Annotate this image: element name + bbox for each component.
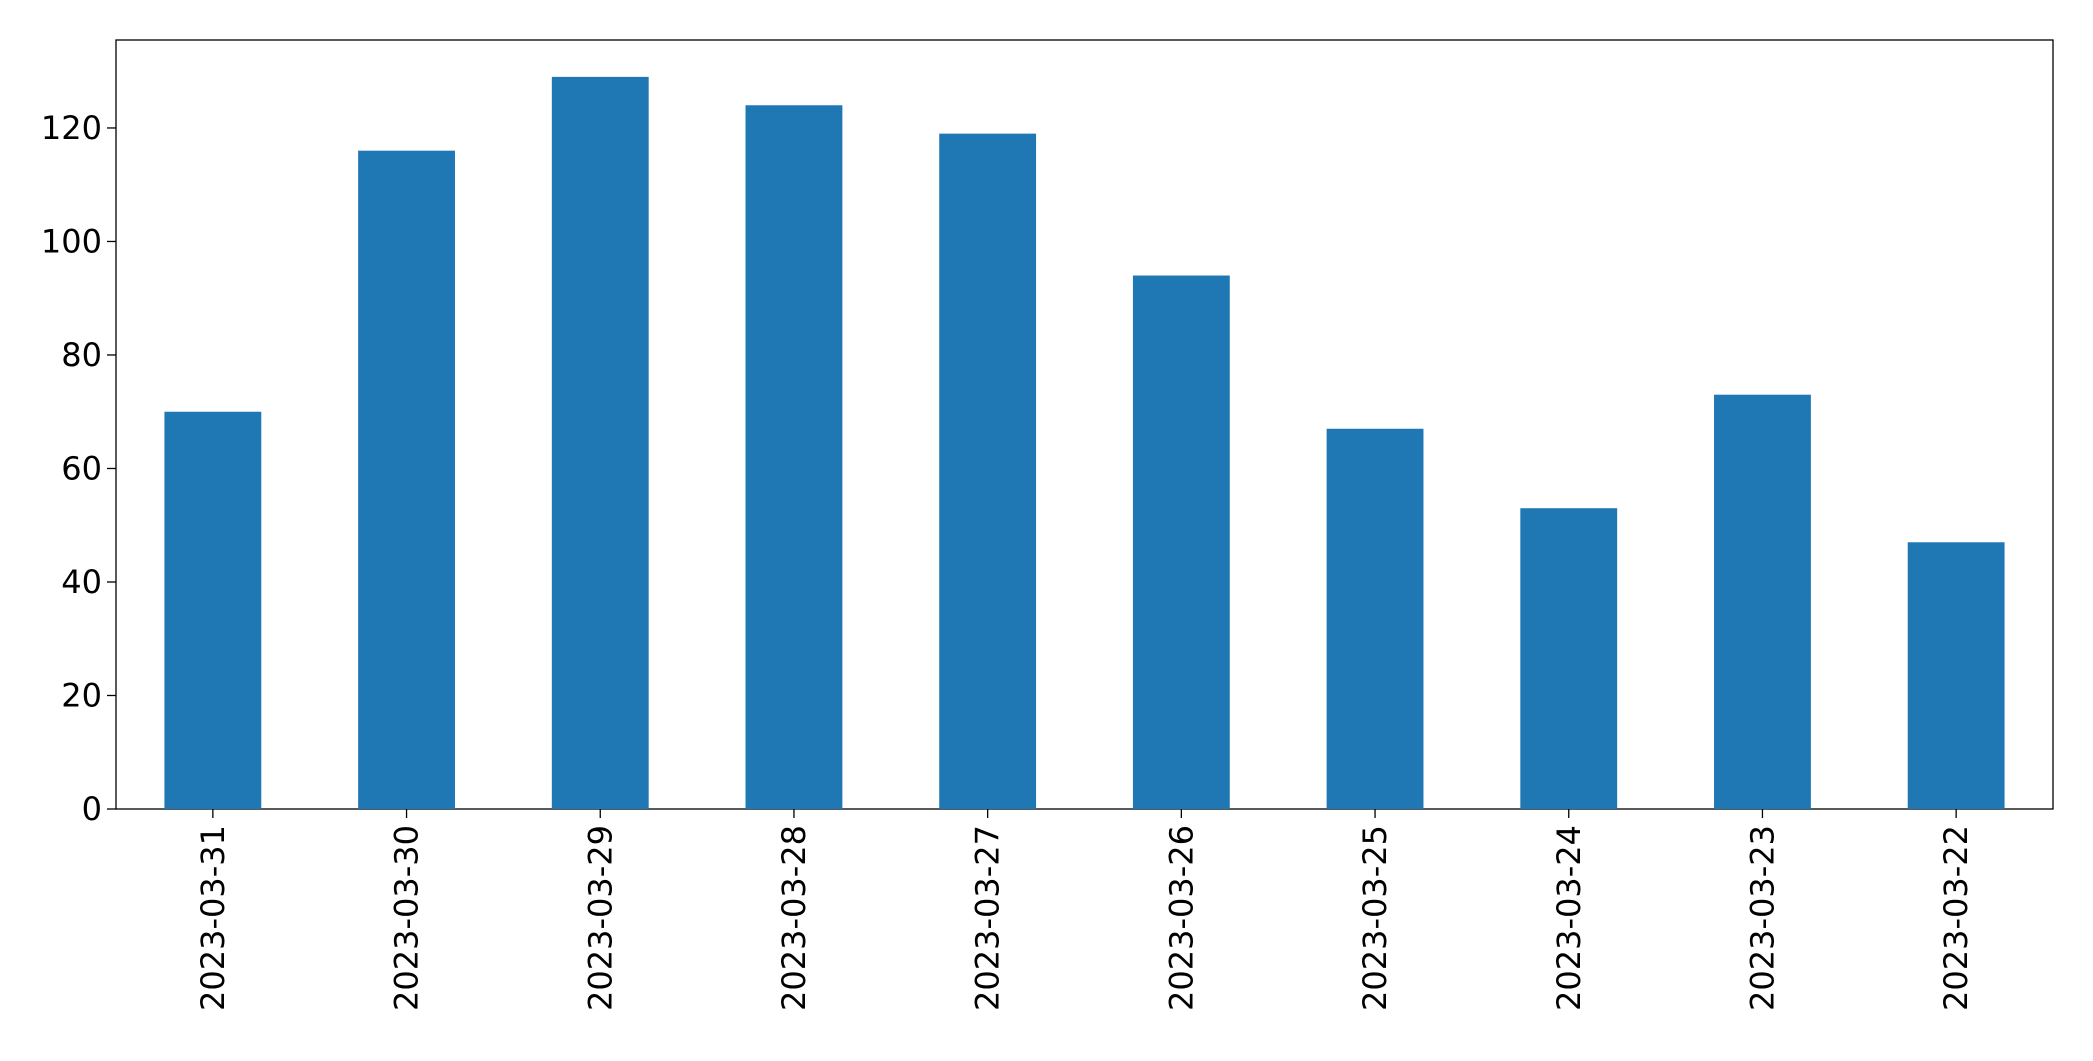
bar xyxy=(939,133,1037,809)
y-tick-label: 60 xyxy=(61,449,102,487)
y-tick-label: 40 xyxy=(61,563,102,601)
x-tick-label: 2023-03-28 xyxy=(775,825,813,1011)
y-tick-label: 100 xyxy=(41,222,102,260)
plot-frame xyxy=(115,39,2054,810)
bar xyxy=(1714,394,1811,809)
bar xyxy=(551,76,649,810)
y-tick-label: 80 xyxy=(61,336,102,374)
x-tick-label: 2023-03-31 xyxy=(194,825,232,1011)
bar xyxy=(1907,542,2005,809)
x-tick-label: 2023-03-24 xyxy=(1550,825,1588,1011)
x-tick-label: 2023-03-23 xyxy=(1743,825,1781,1011)
y-tick-label: 120 xyxy=(41,109,102,147)
bar xyxy=(1326,428,1424,809)
bar xyxy=(745,105,843,809)
y-tick-label: 20 xyxy=(61,676,102,714)
x-tick-label: 2023-03-30 xyxy=(388,825,426,1011)
bar xyxy=(1520,508,1618,809)
bar xyxy=(164,411,262,809)
bar xyxy=(1132,275,1230,809)
x-tick-label: 2023-03-26 xyxy=(1162,825,1200,1011)
x-tick-label: 2023-03-29 xyxy=(581,825,619,1011)
x-tick-label: 2023-03-22 xyxy=(1937,825,1975,1011)
x-tick-label: 2023-03-27 xyxy=(969,825,1007,1011)
y-tick-label: 0 xyxy=(82,790,102,828)
x-tick-label: 2023-03-25 xyxy=(1356,825,1394,1011)
bar xyxy=(358,150,455,809)
